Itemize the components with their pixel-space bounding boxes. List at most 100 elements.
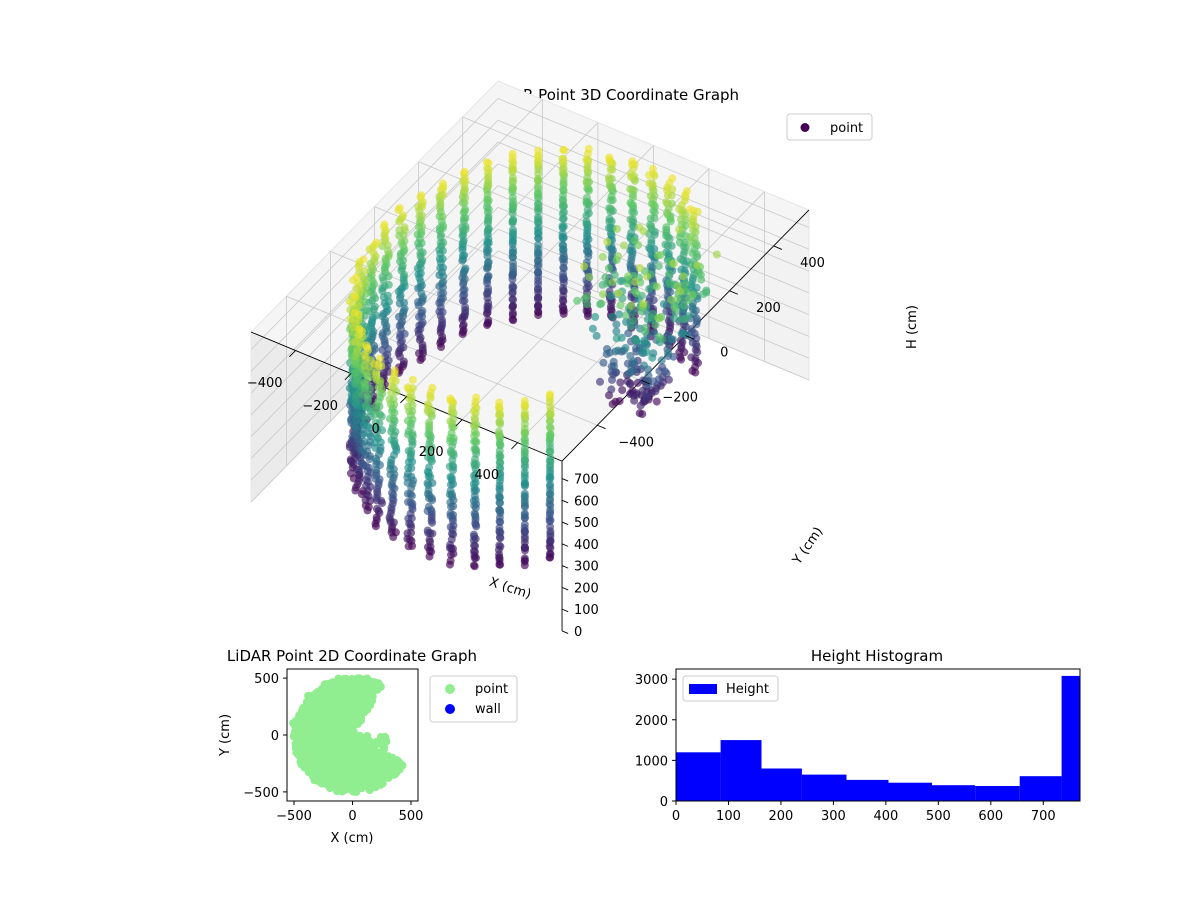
chart3d-point	[546, 416, 555, 425]
chart2d-point	[360, 707, 369, 716]
chart3d-point	[667, 295, 675, 304]
chart3d-point	[607, 385, 616, 394]
chart3d-point	[688, 366, 697, 375]
chart3d-z-tick	[561, 630, 569, 634]
chart3d-point	[378, 331, 387, 340]
chart3d-point	[608, 278, 617, 287]
chart2d-point	[292, 716, 301, 725]
chart3d-point	[614, 252, 622, 261]
chart3d-point	[582, 284, 591, 293]
chart3d-point	[359, 446, 368, 455]
chart3d-point	[509, 283, 518, 292]
chart3d-point	[469, 480, 478, 488]
chart3d-point	[612, 320, 621, 329]
chart3d-point	[616, 301, 625, 310]
chart3d-point	[582, 306, 591, 315]
chart3d-point	[366, 259, 375, 268]
chart3d-point	[508, 176, 517, 185]
chart3d-point	[408, 375, 417, 384]
chart3d-point	[520, 456, 529, 464]
chart3d-point	[415, 349, 423, 358]
chart3d-point	[403, 416, 412, 425]
chart3d-point	[378, 286, 387, 295]
chart3d-point	[380, 265, 389, 274]
chart2d-point	[310, 763, 319, 771]
chart3d-legend-marker	[800, 123, 810, 132]
chart2d-legend-label-point: point	[475, 682, 508, 697]
chart3d-point	[546, 536, 555, 545]
chart2d-point	[357, 775, 366, 784]
chart2d-point	[356, 762, 365, 771]
chart3d-z-tick-label: 700	[574, 473, 599, 488]
chart3d-point	[445, 462, 454, 471]
chart3d-point	[395, 321, 404, 330]
chart3d-point	[662, 231, 671, 240]
chart3d-point	[610, 270, 619, 279]
chart3d-point	[645, 171, 654, 180]
chart3d-point	[597, 299, 606, 308]
chart3d-point	[461, 264, 470, 273]
chart3d-point	[351, 422, 359, 431]
chart3d-point	[624, 329, 633, 338]
histogram-x-tick-label: 0	[672, 809, 680, 824]
histogram-x-tick-label: 100	[716, 809, 741, 824]
chart2d-point	[317, 744, 326, 753]
chart2d-point	[335, 760, 344, 769]
chart2d-point	[304, 741, 313, 750]
chart3d-point	[372, 504, 381, 513]
chart3d-point	[388, 489, 396, 497]
chart3d-point	[664, 349, 673, 357]
chart3d-point	[359, 429, 368, 438]
chart3d-point	[351, 486, 360, 495]
chart3d-point	[619, 241, 628, 250]
chart2d-point	[357, 769, 366, 778]
chart3d-point	[596, 377, 604, 386]
chart3d-point	[629, 357, 638, 366]
chart3d-point	[447, 409, 456, 418]
chart3d-point	[509, 248, 518, 257]
chart3d-point	[359, 421, 368, 429]
chart2d-point	[303, 763, 312, 772]
chart3d-point	[621, 344, 630, 352]
chart3d-point	[672, 295, 681, 304]
chart3d-point	[558, 222, 567, 231]
chart2d-point	[325, 679, 334, 688]
chart3d-point	[494, 545, 503, 554]
chart2d-point	[326, 745, 334, 754]
chart3d-point	[483, 308, 492, 317]
chart3d-point	[616, 277, 625, 286]
chart3d-point	[380, 223, 388, 232]
chart2d-point	[367, 780, 376, 789]
chart3d-point	[460, 296, 469, 305]
chart3d-z-tick-label: 0	[574, 625, 582, 640]
chart3d-point	[628, 160, 636, 169]
chart3d-point	[534, 213, 542, 222]
chart3d-point	[643, 272, 652, 281]
chart3d-point	[470, 459, 479, 468]
chart3d-point	[582, 177, 591, 186]
chart2d-point	[314, 777, 323, 786]
chart3d-point	[558, 302, 567, 311]
histogram-legend-label: Height	[726, 682, 769, 697]
chart2d-point	[321, 724, 330, 733]
chart3d-point	[688, 291, 697, 300]
chart3d-point	[351, 399, 360, 408]
chart3d-point	[646, 220, 654, 229]
chart3d-point	[657, 356, 666, 365]
chart3d-point	[520, 543, 529, 552]
chart2d-point	[374, 773, 383, 782]
chart3d-point	[404, 393, 413, 402]
chart3d-point	[446, 560, 454, 569]
chart2d-points	[289, 674, 407, 796]
chart3d-point	[652, 282, 661, 291]
chart3d-point	[558, 232, 567, 241]
chart2d-point	[360, 782, 369, 791]
chart3d-point	[387, 480, 396, 489]
chart3d-point	[394, 206, 403, 215]
chart2d-point	[318, 769, 327, 778]
chart3d-point	[386, 414, 394, 423]
chart3d-point	[626, 185, 635, 194]
chart3d-point	[375, 354, 384, 363]
chart2d-x-ticks: −500 0 500	[276, 801, 423, 824]
